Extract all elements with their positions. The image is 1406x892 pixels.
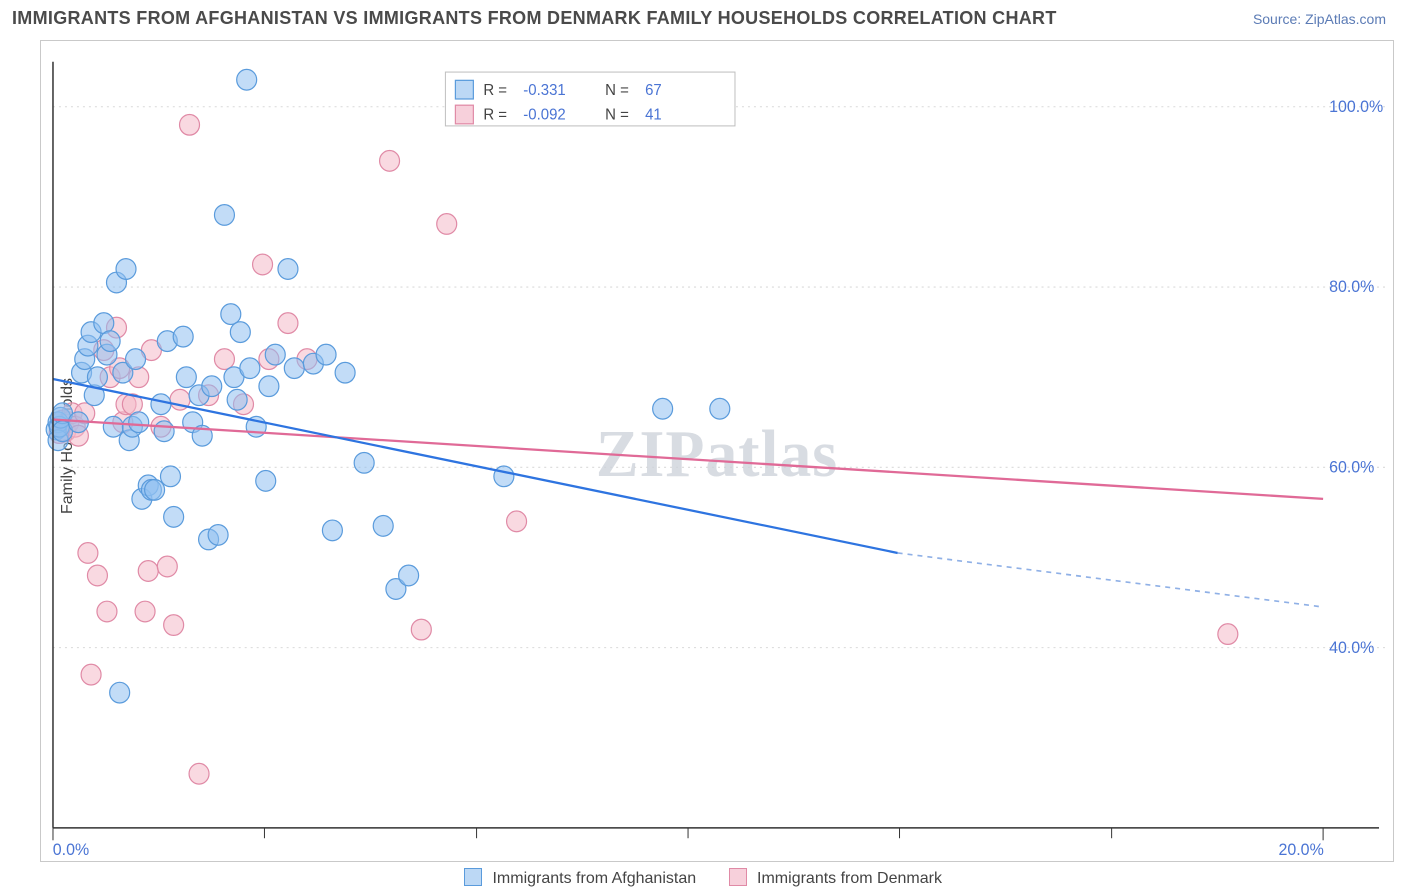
y-axis-ticks: 40.0% 60.0% 80.0% 100.0%	[1329, 98, 1383, 657]
x-axis-ticks: 0.0% 20.0%	[53, 828, 1324, 859]
svg-text:R =: R =	[483, 106, 507, 123]
watermark-text: ZIPatlas	[596, 418, 838, 491]
chart-title: IMMIGRANTS FROM AFGHANISTAN VS IMMIGRANT…	[12, 8, 1057, 29]
svg-text:R =: R =	[483, 82, 507, 99]
correlation-legend: R = -0.331 N = 67 R = -0.092 N = 41	[445, 72, 735, 126]
legend-swatch-denmark	[729, 868, 747, 886]
svg-text:80.0%: 80.0%	[1329, 278, 1374, 296]
svg-text:-0.331: -0.331	[523, 82, 565, 99]
chart-header: IMMIGRANTS FROM AFGHANISTAN VS IMMIGRANT…	[0, 0, 1406, 33]
scatter-plot-svg: ZIPatlas 40.0% 60.0% 80.0% 100.0% 0.0% 20.0%…	[41, 41, 1393, 861]
svg-text:20.0%: 20.0%	[1278, 841, 1323, 859]
legend-swatch-afghanistan	[464, 868, 482, 886]
svg-text:41: 41	[645, 106, 662, 123]
chart-area: ZIPatlas 40.0% 60.0% 80.0% 100.0% 0.0% 20.0%…	[40, 40, 1394, 862]
legend-label: Immigrants from Denmark	[757, 870, 942, 887]
legend-label: Immigrants from Afghanistan	[492, 870, 696, 887]
svg-text:60.0%: 60.0%	[1329, 458, 1374, 476]
svg-text:0.0%: 0.0%	[53, 841, 89, 859]
svg-text:-0.092: -0.092	[523, 106, 565, 123]
svg-text:N =: N =	[605, 82, 629, 99]
series-legend: Immigrants from Afghanistan Immigrants f…	[0, 868, 1406, 888]
source-link[interactable]: Source: ZipAtlas.com	[1253, 11, 1386, 27]
svg-text:40.0%: 40.0%	[1329, 639, 1374, 657]
svg-text:N =: N =	[605, 106, 629, 123]
svg-text:67: 67	[645, 82, 662, 99]
legend-item-denmark: Immigrants from Denmark	[729, 868, 942, 888]
svg-text:100.0%: 100.0%	[1329, 98, 1383, 116]
legend-item-afghanistan: Immigrants from Afghanistan	[464, 868, 696, 888]
